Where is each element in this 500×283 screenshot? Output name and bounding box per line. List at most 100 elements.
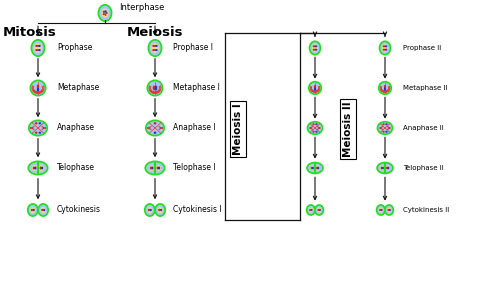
Text: Prophase I: Prophase I [173,44,213,53]
Ellipse shape [316,131,317,132]
Ellipse shape [154,203,166,217]
Ellipse shape [308,206,314,214]
Ellipse shape [35,167,36,169]
Ellipse shape [309,207,313,213]
Ellipse shape [383,124,384,125]
Ellipse shape [144,160,166,175]
Ellipse shape [30,207,36,213]
Text: Anaphase: Anaphase [57,123,95,132]
Ellipse shape [40,167,41,169]
Ellipse shape [36,123,37,124]
Ellipse shape [147,207,152,213]
Ellipse shape [384,86,386,88]
Ellipse shape [36,132,37,133]
Ellipse shape [40,207,46,213]
Text: Cytokinesis: Cytokinesis [57,205,101,215]
Ellipse shape [98,4,112,22]
Ellipse shape [380,42,390,54]
Ellipse shape [27,203,38,217]
Ellipse shape [152,167,153,169]
Ellipse shape [312,44,318,52]
Ellipse shape [100,6,110,20]
Ellipse shape [30,80,46,97]
Ellipse shape [314,88,316,90]
Text: Metaphase: Metaphase [57,83,99,93]
Text: Meiosis: Meiosis [127,25,184,38]
Ellipse shape [308,163,322,173]
Ellipse shape [146,80,164,97]
Text: Telophase I: Telophase I [173,164,216,173]
Ellipse shape [28,119,48,136]
Text: Metaphase I: Metaphase I [173,83,220,93]
Ellipse shape [28,205,37,215]
Ellipse shape [148,39,162,57]
Text: Cytokinesis II: Cytokinesis II [403,207,449,213]
Ellipse shape [312,167,313,169]
Ellipse shape [28,160,48,175]
Ellipse shape [313,124,314,125]
Ellipse shape [378,40,392,55]
Ellipse shape [34,43,42,53]
Ellipse shape [150,166,154,170]
Ellipse shape [150,41,160,55]
Ellipse shape [314,204,324,216]
Ellipse shape [39,205,48,215]
Ellipse shape [387,207,391,213]
Ellipse shape [386,131,387,132]
Ellipse shape [159,209,160,211]
Ellipse shape [308,81,322,95]
Ellipse shape [308,40,322,55]
Ellipse shape [306,162,324,174]
Ellipse shape [148,81,162,95]
Ellipse shape [308,123,322,133]
Ellipse shape [316,166,320,170]
Ellipse shape [310,83,320,93]
Text: Telophase: Telophase [57,164,95,173]
Ellipse shape [378,206,384,214]
Ellipse shape [306,121,324,135]
Ellipse shape [314,86,316,88]
Ellipse shape [32,41,44,55]
Ellipse shape [156,205,164,215]
Ellipse shape [382,44,388,52]
Ellipse shape [380,83,390,93]
Ellipse shape [376,121,394,135]
Ellipse shape [154,123,156,124]
Ellipse shape [386,166,390,170]
Ellipse shape [148,209,150,211]
Text: Interphase: Interphase [119,3,164,12]
Ellipse shape [156,166,160,170]
Ellipse shape [39,123,40,124]
Ellipse shape [376,204,386,216]
Ellipse shape [152,43,158,53]
Ellipse shape [376,162,394,174]
Ellipse shape [146,205,154,215]
Text: Prophase II: Prophase II [403,45,442,51]
Text: Meiosis II: Meiosis II [343,101,353,157]
Ellipse shape [40,166,44,170]
Ellipse shape [386,124,387,125]
Ellipse shape [150,167,151,169]
Ellipse shape [32,166,36,170]
Ellipse shape [102,8,108,18]
Ellipse shape [159,167,160,169]
Ellipse shape [384,88,386,90]
Text: Meiosis I: Meiosis I [233,103,243,155]
Ellipse shape [379,207,383,213]
Ellipse shape [310,42,320,54]
Ellipse shape [160,209,162,211]
Ellipse shape [150,209,151,211]
Ellipse shape [378,163,392,173]
Ellipse shape [38,203,49,217]
Ellipse shape [310,166,314,170]
Ellipse shape [31,81,45,95]
Text: Telophase II: Telophase II [403,165,444,171]
Ellipse shape [317,207,321,213]
Text: Anaphase I: Anaphase I [173,123,216,132]
Ellipse shape [157,167,158,169]
Text: Cytokinesis I: Cytokinesis I [173,205,222,215]
Text: Anaphase II: Anaphase II [403,125,444,131]
Ellipse shape [154,132,156,133]
Ellipse shape [316,206,322,214]
Ellipse shape [105,14,106,15]
